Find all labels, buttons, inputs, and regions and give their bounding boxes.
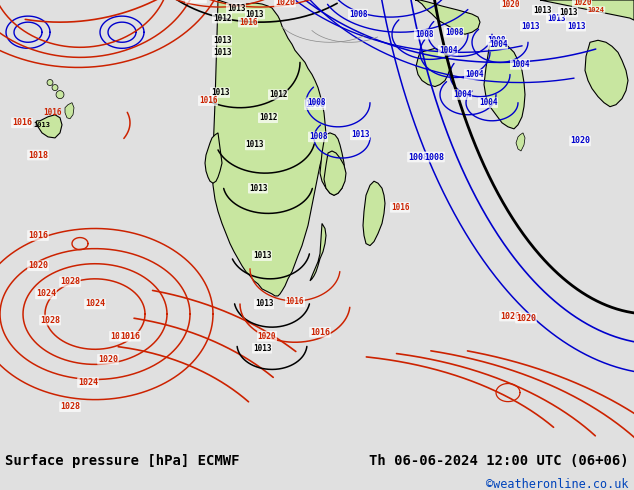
Text: 1008: 1008 [444,28,463,37]
Text: 1016: 1016 [186,0,206,2]
Text: 1008: 1008 [415,30,433,39]
Text: 1004: 1004 [439,46,457,55]
Text: 1020: 1020 [501,0,519,8]
Text: 1018: 1018 [28,150,48,160]
Text: 1020: 1020 [573,0,592,6]
Text: 1028: 1028 [40,316,60,324]
Polygon shape [65,103,74,119]
Text: 1016: 1016 [239,18,257,26]
Text: 1020: 1020 [28,261,48,270]
Text: 1013: 1013 [253,344,271,353]
Text: 1013: 1013 [210,88,230,97]
Text: 1013: 1013 [249,184,268,193]
Polygon shape [310,223,326,281]
Text: 1016: 1016 [286,297,304,306]
Polygon shape [516,133,525,151]
Text: Th 06-06-2024 12:00 UTC (06+06): Th 06-06-2024 12:00 UTC (06+06) [369,454,629,467]
Polygon shape [52,85,58,91]
Text: 1013: 1013 [559,7,577,17]
Text: 1013: 1013 [567,22,585,31]
Polygon shape [47,79,53,86]
Text: 1008: 1008 [424,152,444,162]
Text: ©weatheronline.co.uk: ©weatheronline.co.uk [486,478,629,490]
Text: 1020: 1020 [110,332,130,341]
Text: 1013: 1013 [213,36,231,45]
Text: 1013: 1013 [34,122,51,128]
Text: 1004: 1004 [479,98,497,107]
Text: 1013: 1013 [533,5,551,15]
Text: 1016: 1016 [391,203,410,212]
Text: 1012: 1012 [259,113,277,122]
Text: 1020: 1020 [275,0,295,6]
Text: 1012: 1012 [269,90,287,99]
Text: 1020: 1020 [98,355,118,364]
Text: 1004: 1004 [453,90,471,99]
Text: 1016: 1016 [310,328,330,337]
Text: 1020: 1020 [516,314,536,322]
Text: 1008: 1008 [487,36,505,45]
Polygon shape [212,0,326,296]
Text: 1013: 1013 [246,10,264,19]
Polygon shape [415,0,480,34]
Polygon shape [484,40,525,129]
Text: 1024: 1024 [588,7,604,13]
Text: 1016: 1016 [120,332,140,341]
Text: 1024: 1024 [78,378,98,387]
Text: 1020: 1020 [258,332,276,341]
Text: 1016: 1016 [28,231,48,240]
Text: 1013: 1013 [227,3,245,13]
Text: 1008: 1008 [305,100,325,109]
Text: 1013: 1013 [351,130,369,139]
Text: 1016: 1016 [12,118,32,127]
Text: 1004: 1004 [465,70,483,79]
Polygon shape [585,40,628,107]
Text: 1020: 1020 [570,136,590,146]
Polygon shape [36,115,62,138]
Text: 1008: 1008 [408,152,428,162]
Text: 1024: 1024 [36,290,56,298]
Polygon shape [540,0,634,20]
Text: 1004: 1004 [511,60,529,69]
Text: 1012: 1012 [213,14,231,23]
Text: Surface pressure [hPa] ECMWF: Surface pressure [hPa] ECMWF [5,454,240,467]
Text: 1028: 1028 [60,277,80,286]
Text: 1013: 1013 [213,48,231,57]
Polygon shape [56,91,64,98]
Polygon shape [363,181,385,245]
Polygon shape [205,133,222,183]
Text: 1013: 1013 [255,299,273,309]
Text: 1020: 1020 [500,312,520,320]
Text: 1016: 1016 [42,108,61,117]
Text: 1013: 1013 [246,141,264,149]
Polygon shape [324,151,346,196]
Text: 1016: 1016 [198,96,217,105]
Text: 1013: 1013 [547,14,566,23]
Text: 1004: 1004 [489,40,507,49]
Text: 1013: 1013 [521,22,540,31]
Text: 1008: 1008 [307,98,325,107]
Text: 1008: 1008 [349,10,367,19]
Text: 1008: 1008 [309,132,327,142]
Text: 1013: 1013 [253,251,271,260]
Text: 1024: 1024 [85,299,105,309]
Text: 1028: 1028 [60,402,80,411]
Polygon shape [320,133,345,196]
Polygon shape [416,49,450,87]
